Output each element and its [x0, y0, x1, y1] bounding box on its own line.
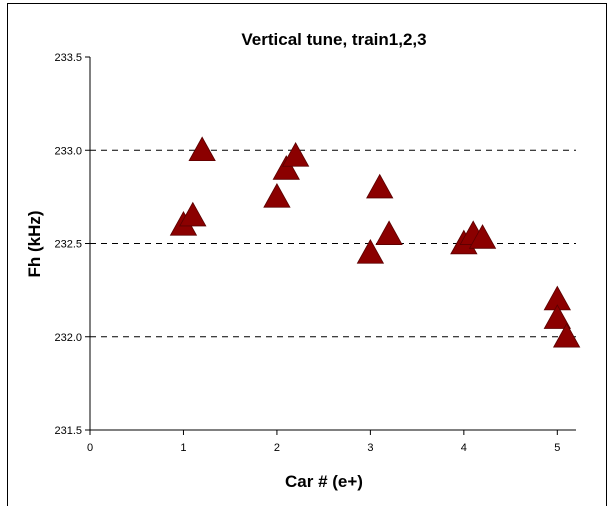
data-point-triangle [552, 322, 581, 348]
data-point-triangle [179, 201, 207, 227]
data-point-triangle [543, 304, 571, 329]
data-point-triangle [188, 136, 216, 162]
y-axis-label: Fh (kHz) [25, 210, 44, 277]
x-axis-label: Car # (e+) [285, 472, 363, 491]
y-tick-label: 233.0 [54, 145, 82, 157]
data-point-triangle [366, 173, 394, 199]
y-tick-label: 232.0 [54, 332, 82, 344]
y-tick-label: 232.5 [54, 239, 82, 251]
data-point-triangle [263, 183, 291, 208]
data-point-triangle [468, 224, 497, 249]
x-tick-label: 3 [367, 442, 373, 454]
x-tick-label: 0 [87, 442, 93, 454]
data-point-triangle [356, 239, 385, 264]
data-point-triangle [375, 220, 403, 245]
chart-frame [7, 3, 607, 506]
data-point-triangle [281, 142, 310, 167]
y-tick-label: 233.5 [54, 52, 82, 64]
y-tick-label: 231.5 [54, 425, 82, 437]
x-tick-label: 4 [461, 442, 467, 454]
x-tick-label: 5 [554, 442, 560, 454]
chart-title: Vertical tune, train1,2,3 [241, 30, 426, 49]
x-tick-label: 1 [180, 442, 186, 454]
data-point-triangle [272, 155, 300, 180]
x-tick-label: 2 [274, 442, 280, 454]
